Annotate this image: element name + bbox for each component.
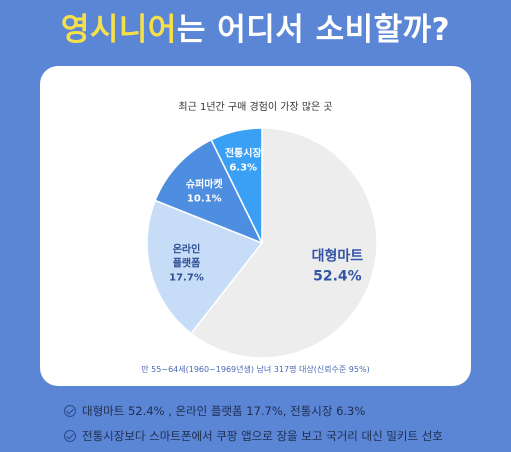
chart-title: 최근 1년간 구매 경험이 가장 많은 곳 <box>178 102 333 113</box>
bullet-item: 전통시장보다 스마트폰에서 쿠팡 앱으로 장을 보고 국거리 대신 밀키트 선호 <box>64 428 443 444</box>
slice-value-label: 52.4% <box>313 268 362 284</box>
headline-rest: 는 어디서 소비할까? <box>176 12 451 48</box>
pie-slice <box>154 138 264 245</box>
slice-category-label: 온라인 <box>173 242 201 255</box>
check-circle-icon <box>64 405 76 417</box>
slice-category-label: 플랫폼 <box>173 256 201 269</box>
chart-footnote: 만 55~64세(1960~1969년생) 남녀 317명 대상(신뢰수준 95… <box>141 365 370 374</box>
pie-slice <box>190 127 378 359</box>
slice-category-label: 슈퍼마켓 <box>186 177 223 190</box>
slice-value-label: 10.1% <box>187 193 222 204</box>
bullet-text: 대형마트 52.4% , 온라인 플랫폼 17.7%, 전통시장 6.3% <box>82 404 366 418</box>
pie-slice <box>146 199 264 335</box>
slice-value-label: 17.7% <box>169 272 204 283</box>
slice-value-label: 6.3% <box>229 162 257 173</box>
check-circle-icon <box>64 430 76 442</box>
bullet-text: 전통시장보다 스마트폰에서 쿠팡 앱으로 장을 보고 국거리 대신 밀키트 선호 <box>82 429 443 443</box>
headline: 영시니어는 어디서 소비할까? <box>0 4 511 49</box>
headline-highlight: 영시니어 <box>60 12 177 48</box>
slice-category-label: 대형마트 <box>312 247 364 264</box>
slice-category-label: 전통시장 <box>225 146 263 159</box>
pie-slice <box>210 127 263 244</box>
bullet-item: 대형마트 52.4% , 온라인 플랫폼 17.7%, 전통시장 6.3% <box>64 403 365 419</box>
